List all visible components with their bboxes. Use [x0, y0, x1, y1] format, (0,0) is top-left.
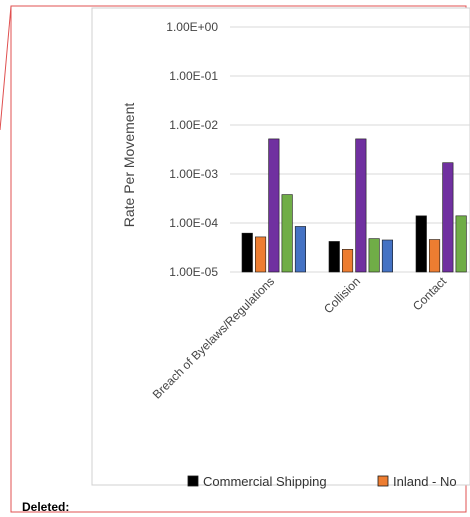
bar-3-1	[415, 215, 427, 273]
bar-2-4	[368, 238, 380, 273]
y-axis-label: Rate Per Movement	[121, 103, 137, 228]
bar-3-4	[455, 215, 467, 273]
chart-frame	[91, 7, 470, 486]
legend-swatch	[187, 475, 199, 487]
deleted-label: Deleted:	[22, 500, 70, 514]
legend: Commercial Shipping Inland - No	[187, 474, 457, 489]
bar-1-3	[268, 138, 280, 273]
legend-swatch	[377, 475, 389, 487]
y-tick-label: 1.00E-03	[169, 167, 218, 181]
bar-1-2	[255, 236, 267, 273]
bar-1-5	[294, 226, 307, 273]
y-tick-label: 1.00E-04	[169, 216, 218, 230]
bar-2-2	[341, 249, 354, 273]
y-tick-label: 1.00E-02	[169, 118, 218, 132]
y-tick-label: 1.00E+00	[166, 20, 218, 34]
bars	[241, 138, 467, 273]
bar-3-3	[442, 162, 454, 273]
bar-2-5	[381, 239, 394, 273]
y-tick-label: 1.00E-05	[169, 265, 218, 279]
bar-1-4	[281, 194, 293, 273]
bar-2-3	[355, 138, 367, 273]
bar-1-1	[241, 232, 253, 273]
bar-2-1	[328, 241, 340, 273]
y-tick-label: 1.00E-01	[169, 69, 218, 83]
bar-3-2	[428, 239, 441, 273]
legend-label: Inland - No	[393, 474, 457, 489]
legend-label: Commercial Shipping	[203, 474, 327, 489]
y-axis-ticks: 1.00E+00 1.00E-01 1.00E-02 1.00E-03 1.00E-04…	[166, 20, 218, 279]
